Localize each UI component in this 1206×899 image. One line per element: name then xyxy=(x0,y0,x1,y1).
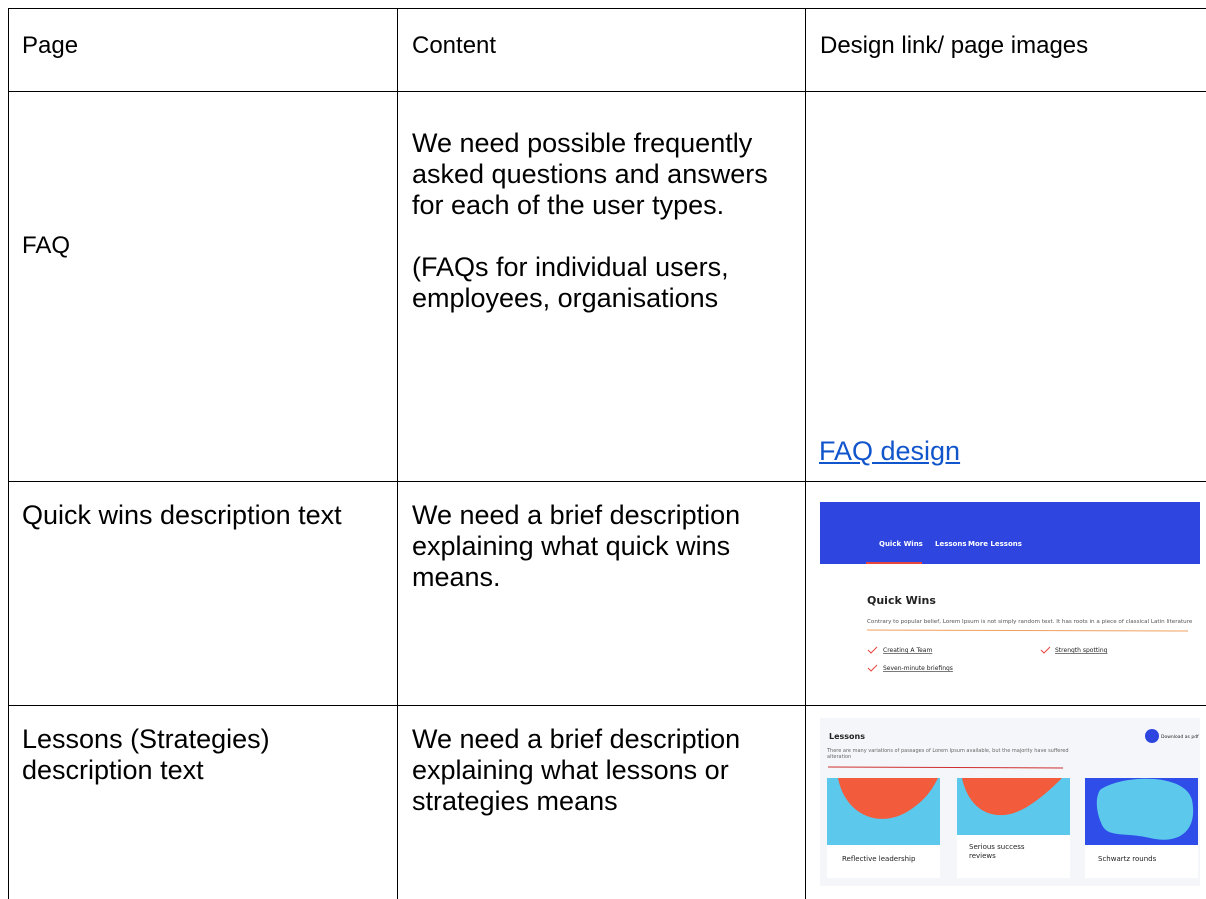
border xyxy=(8,8,9,899)
page-cell: FAQ xyxy=(22,232,71,259)
page-cell: Quick wins description text xyxy=(22,500,342,530)
design-link[interactable]: FAQ design xyxy=(819,436,961,466)
border xyxy=(805,8,806,899)
blob xyxy=(962,778,1062,816)
check xyxy=(867,646,878,654)
nav-underline xyxy=(866,562,922,564)
heading: Quick Wins xyxy=(867,594,936,607)
nav-item: More Lessons xyxy=(968,540,1022,548)
border xyxy=(397,8,398,899)
quick-wins-image: Quick Wins Lessons More Lessons Quick Wi… xyxy=(820,500,1200,696)
link: Seven-minute briefings xyxy=(883,665,953,672)
header-cell: Content xyxy=(412,32,497,59)
border xyxy=(8,481,1206,482)
header-cell: Design link/ page images xyxy=(820,32,1089,59)
blob xyxy=(1096,778,1194,840)
nav-item: Lessons xyxy=(935,540,967,548)
download: Download as pdf xyxy=(1161,734,1199,740)
description: Contrary to popular belief, Lorem Ipsum … xyxy=(867,619,1193,625)
paragraph: (FAQs for individual users, employees, o… xyxy=(412,252,729,313)
header-cell: Page xyxy=(22,32,79,59)
card-title: Schwartz rounds xyxy=(1098,855,1157,863)
heading: Lessons xyxy=(829,732,865,741)
blob xyxy=(838,778,938,819)
border xyxy=(8,91,1206,92)
border xyxy=(8,8,1206,9)
download-icon xyxy=(1145,729,1159,743)
content-cell: We need a brief description explaining w… xyxy=(412,500,741,592)
check xyxy=(1040,646,1051,654)
nav-item: Quick Wins xyxy=(879,540,923,548)
content-cell: We need possible frequently asked questi… xyxy=(412,128,792,345)
underline xyxy=(866,629,1189,632)
check xyxy=(867,664,878,672)
description: There are many variations of passages of… xyxy=(827,748,1069,760)
card-title: Serious success reviews xyxy=(969,843,1025,860)
content-cell: We need a brief description explaining w… xyxy=(412,724,741,816)
link: Creating A Team xyxy=(883,647,932,654)
card-title: Reflective leadership xyxy=(842,855,916,863)
lessons-image: Lessons Download as pdf There are many v… xyxy=(820,718,1200,886)
page-cell: Lessons (Strategies) description text xyxy=(22,724,270,785)
paragraph: We need possible frequently asked questi… xyxy=(412,128,768,220)
link: Strength spotting xyxy=(1055,647,1108,654)
banner xyxy=(820,502,1200,564)
underline xyxy=(827,766,1064,769)
border xyxy=(8,705,1206,706)
